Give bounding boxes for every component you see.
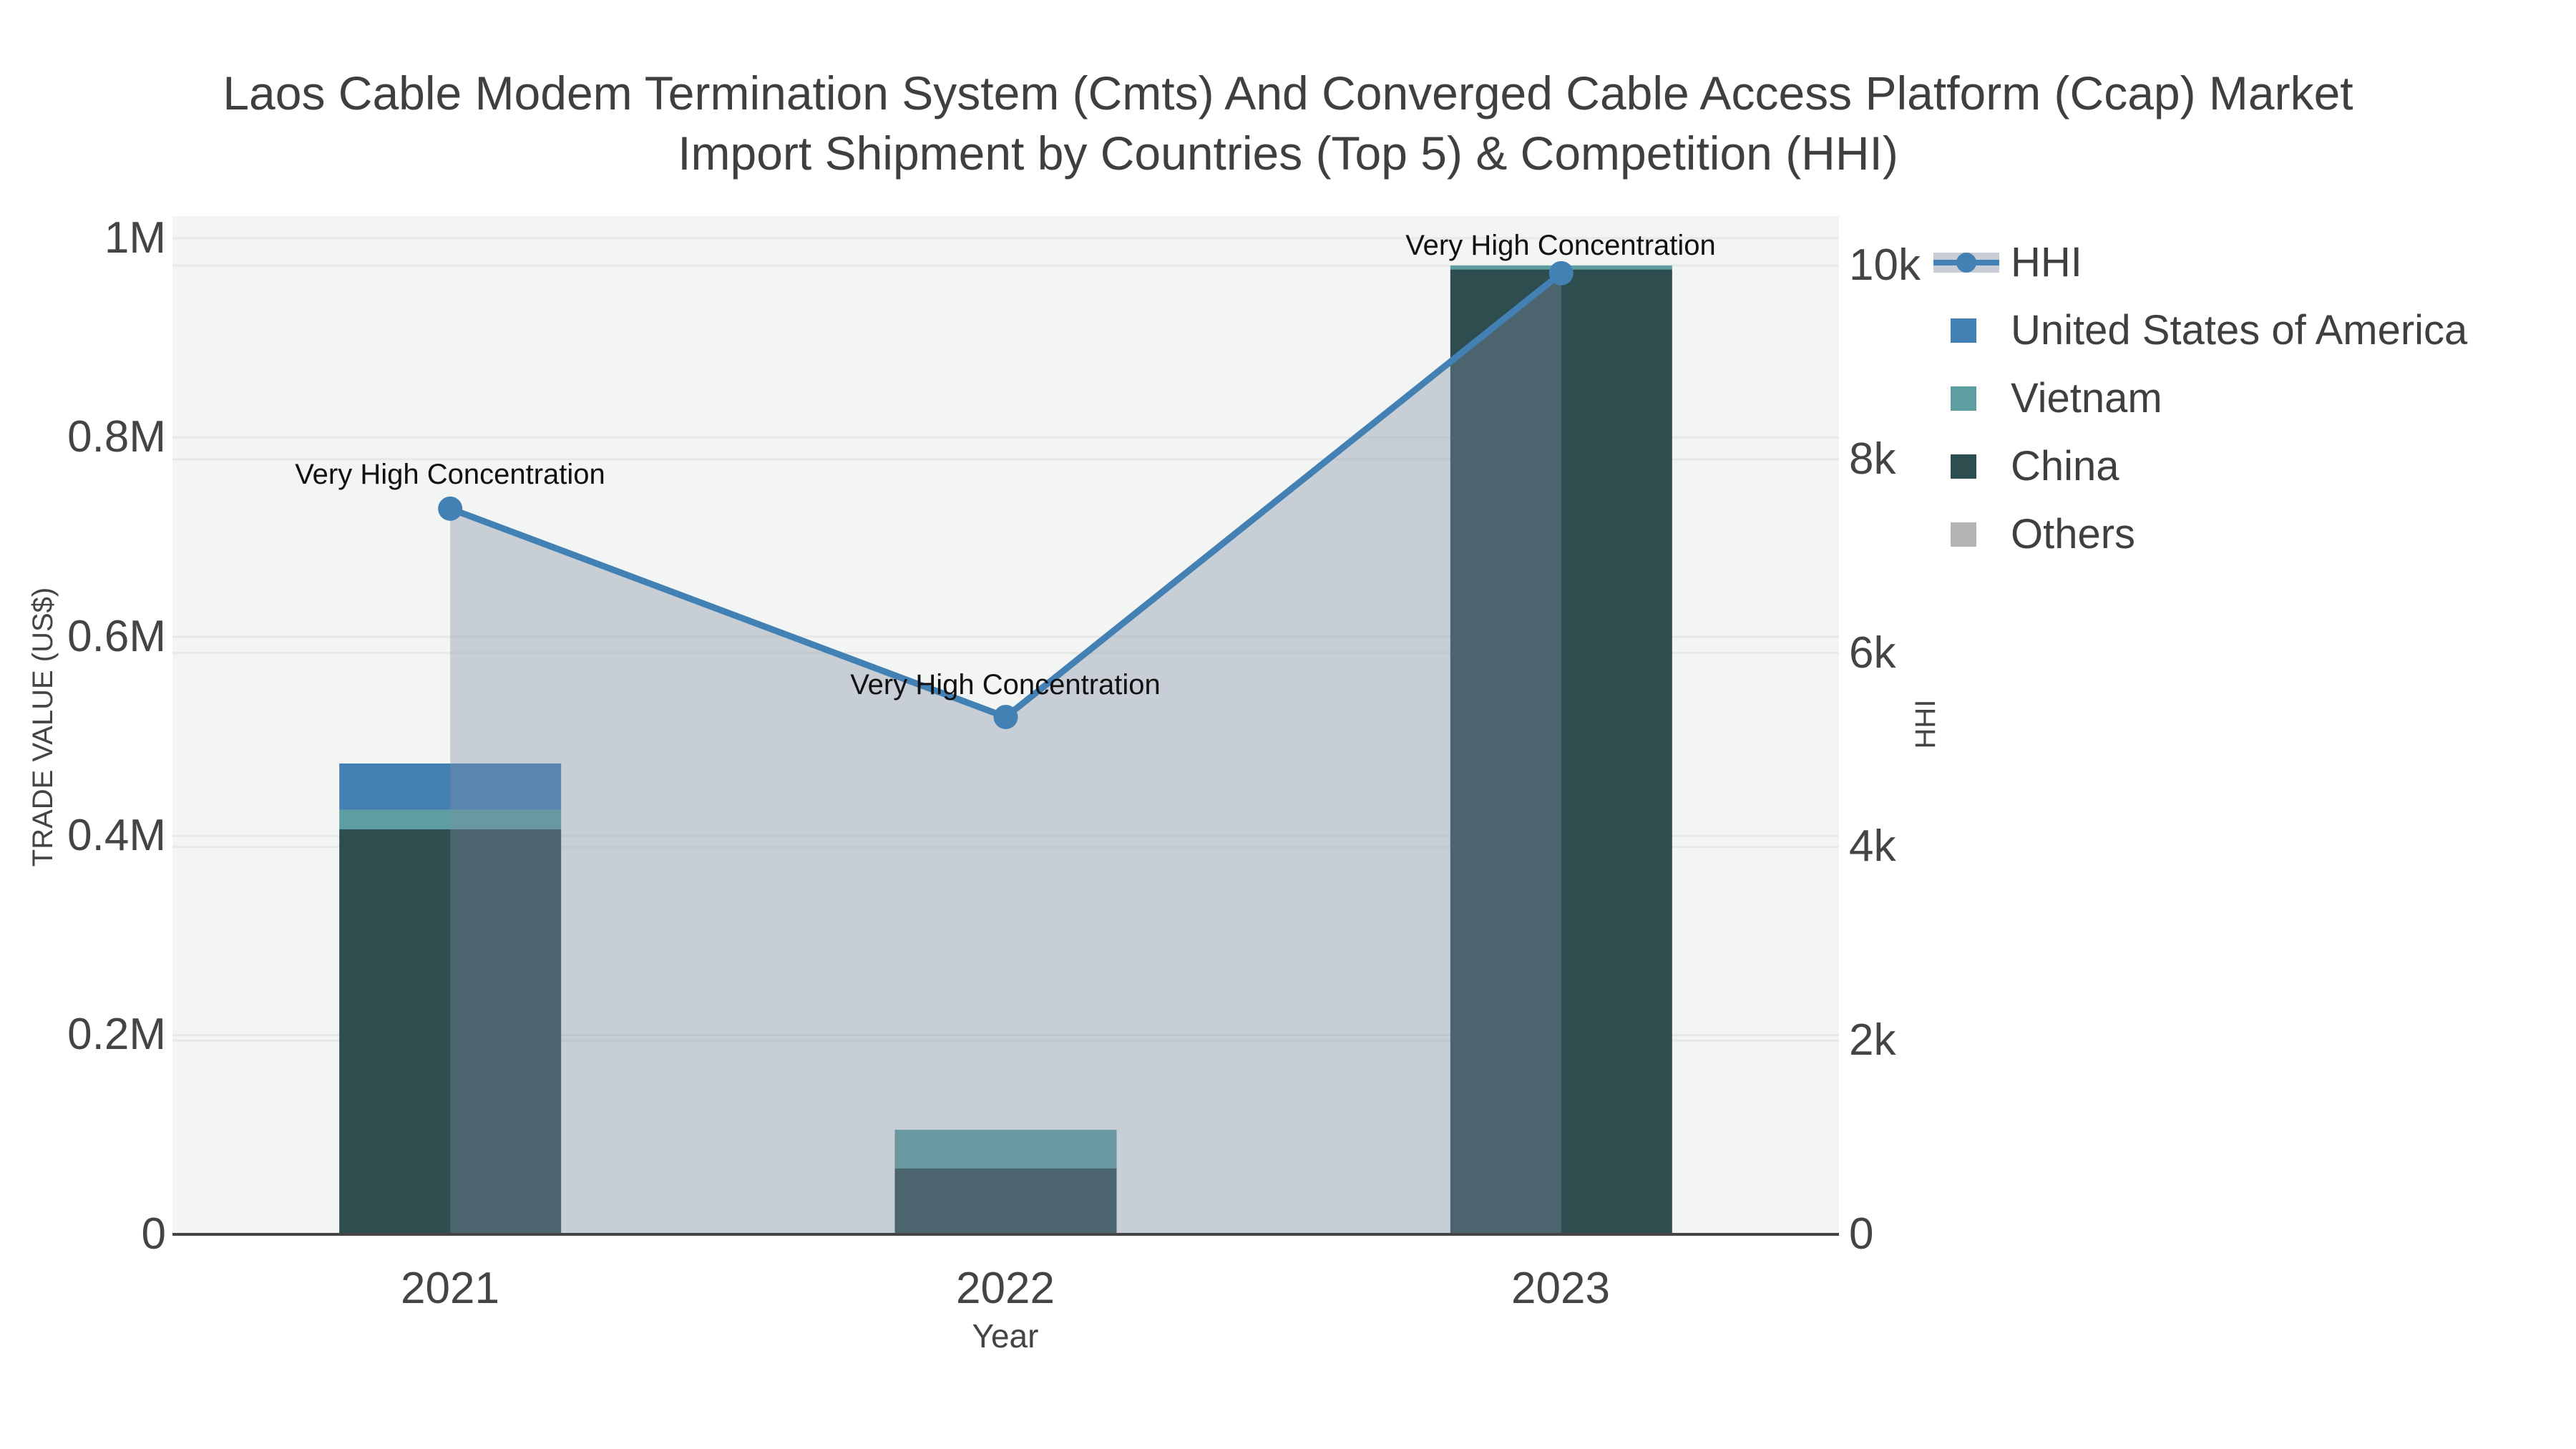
bar-segment-2021-united-states-of-america xyxy=(339,763,562,810)
legend-label-usa: United States of America xyxy=(2011,307,2468,353)
left-axis-tick-08m: 0.8M xyxy=(67,412,166,462)
legend-item-usa[interactable]: United States of America xyxy=(1932,308,2467,353)
left-axis-tick-04m: 0.4M xyxy=(67,811,166,860)
hhi-marker-2023 xyxy=(1548,260,1574,286)
bar-segment-2022-vietnam xyxy=(894,1129,1117,1169)
others-swatch-icon xyxy=(1951,522,1976,547)
bar-segment-2021-china xyxy=(339,829,562,1234)
chart-title-line1: Laos Cable Modem Termination System (Cmt… xyxy=(223,67,2353,119)
annotation-2023: Very High Concentration xyxy=(1405,230,1716,261)
hhi-area-fill xyxy=(450,273,1561,1234)
vietnam-swatch-icon xyxy=(1951,386,1976,411)
annotation-2021: Very High Concentration xyxy=(295,459,605,490)
right-axis-tick-6k: 6k xyxy=(1849,628,1896,678)
right-axis-tick-4k: 4k xyxy=(1849,821,1896,871)
hhi-marker-2022 xyxy=(993,704,1018,729)
left-axis-tick-1m: 1M xyxy=(104,213,166,263)
x-axis-tick-2022: 2022 xyxy=(956,1264,1055,1313)
right-axis-tick-0: 0 xyxy=(1849,1209,1874,1259)
x-axis-tick-2023: 2023 xyxy=(1511,1264,1610,1313)
legend-item-others[interactable]: Others xyxy=(1932,512,2467,557)
chart-title-line2: Import Shipment by Countries (Top 5) & C… xyxy=(678,127,1898,180)
right-axis-title: HHI xyxy=(1910,699,1941,749)
legend-label-vietnam: Vietnam xyxy=(2011,375,2162,421)
legend-item-hhi[interactable]: HHI xyxy=(1932,240,2467,285)
china-swatch-icon xyxy=(1951,454,1976,479)
left-axis-title: TRADE VALUE (US$) xyxy=(27,587,59,867)
right-axis-tick-10k: 10k xyxy=(1849,240,1921,290)
x-axis-title: Year xyxy=(972,1317,1039,1355)
chart-title: Laos Cable Modem Termination System (Cmt… xyxy=(0,63,2576,183)
left-axis-tick-02m: 0.2M xyxy=(67,1010,166,1059)
usa-swatch-icon xyxy=(1951,318,1976,343)
hhi-marker-2021 xyxy=(438,496,463,521)
left-axis-tick-0: 0 xyxy=(141,1209,166,1259)
bar-segment-2021-vietnam xyxy=(339,809,562,830)
hhi-line-icon xyxy=(1932,240,2004,285)
legend-item-vietnam[interactable]: Vietnam xyxy=(1932,376,2467,421)
right-axis-tick-2k: 2k xyxy=(1849,1015,1896,1065)
hhi-marker-swatch xyxy=(1956,253,1976,273)
annotation-2022: Very High Concentration xyxy=(850,669,1161,701)
legend-label-china: China xyxy=(2011,443,2119,489)
x-axis-tick-2021: 2021 xyxy=(401,1264,499,1313)
right-axis-tick-8k: 8k xyxy=(1849,434,1896,484)
bar-segment-2023-china xyxy=(1450,269,1672,1235)
legend: HHI United States of America Vietnam Chi… xyxy=(1932,240,2467,557)
legend-label-hhi: HHI xyxy=(2011,239,2082,286)
left-axis-tick-06m: 0.6M xyxy=(67,612,166,661)
legend-label-others: Others xyxy=(2011,511,2136,557)
legend-item-china[interactable]: China xyxy=(1932,444,2467,489)
bar-segment-2022-china xyxy=(894,1168,1117,1234)
